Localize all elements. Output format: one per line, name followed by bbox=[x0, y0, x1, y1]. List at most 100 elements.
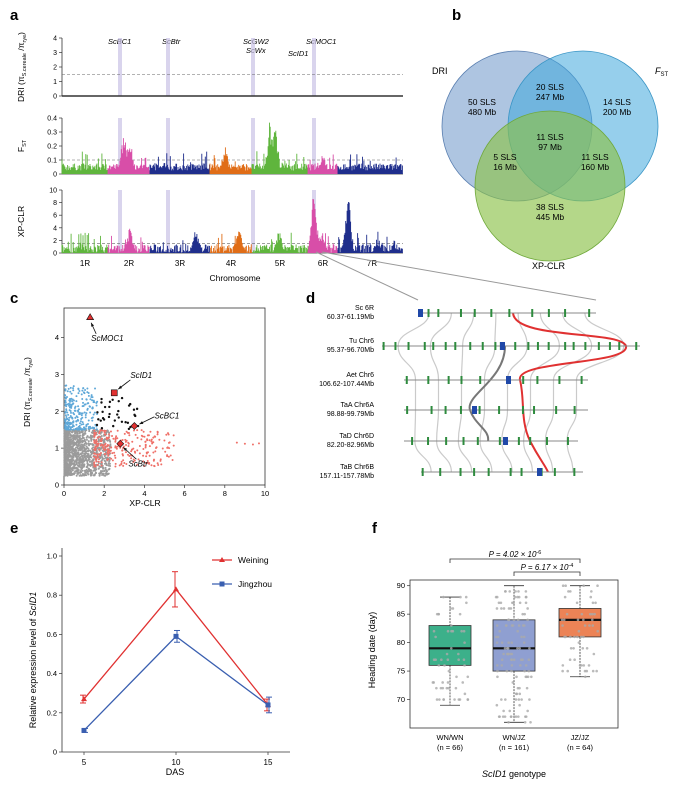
data-point-high-xpclr bbox=[103, 433, 106, 436]
signal-chr6r bbox=[307, 154, 338, 174]
synteny-link bbox=[479, 440, 493, 473]
data-point-high-xpclr bbox=[148, 439, 151, 442]
y-tick-label: 8 bbox=[53, 200, 57, 207]
jitter-point bbox=[591, 669, 595, 673]
a-track-ylabel: XP-CLR bbox=[16, 206, 26, 237]
data-point bbox=[90, 460, 93, 463]
data-point-high-dri bbox=[86, 391, 89, 394]
data-point-high-dri bbox=[66, 426, 69, 429]
data-point bbox=[71, 459, 74, 462]
data-point bbox=[67, 452, 70, 455]
data-point-high-xpclr bbox=[114, 465, 117, 468]
data-point-high-xpclr bbox=[172, 434, 175, 437]
data-point-high-xpclr bbox=[134, 433, 137, 436]
data-point-high-xpclr bbox=[144, 440, 147, 443]
data-point-both bbox=[120, 396, 124, 400]
panel-label-f: f bbox=[372, 520, 378, 537]
data-point-high-dri bbox=[67, 413, 70, 416]
gene-block bbox=[498, 437, 501, 445]
data-point-high-dri bbox=[69, 390, 72, 393]
synteny-link bbox=[429, 312, 452, 347]
jitter-point bbox=[435, 698, 439, 701]
data-point bbox=[81, 434, 84, 437]
jitter-point bbox=[522, 641, 526, 644]
gene-block bbox=[444, 406, 447, 414]
data-point-high-xpclr bbox=[120, 460, 123, 463]
data-point-high-xpclr bbox=[103, 443, 106, 446]
gene-block bbox=[487, 468, 490, 476]
venn-size-all: 97 Mb bbox=[538, 142, 562, 152]
data-point bbox=[67, 446, 70, 449]
data-point bbox=[100, 459, 103, 462]
p-value-label: P = 4.02 × 10-6 bbox=[489, 550, 542, 559]
jitter-point bbox=[494, 595, 498, 599]
data-point bbox=[70, 438, 73, 441]
gene-block bbox=[427, 376, 430, 384]
data-point-high-xpclr bbox=[168, 447, 171, 450]
panel-d-synteny: Sc 6R 60.37-61.19Mb Tu Chr6 95.37-96.70Mb Ae… bbox=[319, 305, 640, 480]
data-point bbox=[86, 435, 89, 438]
jitter-point bbox=[569, 647, 573, 650]
jitter-point bbox=[529, 721, 532, 724]
jitter-point bbox=[512, 601, 515, 605]
synteny-link bbox=[539, 312, 560, 347]
signal-chr6r bbox=[307, 199, 338, 253]
jitter-point bbox=[454, 686, 458, 690]
data-point bbox=[78, 460, 81, 463]
data-point-high-xpclr bbox=[171, 459, 174, 462]
jitter-point bbox=[585, 647, 589, 650]
data-point-high-xpclr bbox=[99, 451, 102, 454]
signal-chr5r bbox=[252, 69, 308, 83]
x-tick-label: 5 bbox=[82, 758, 87, 767]
jitter-point bbox=[447, 686, 450, 690]
jitter-point bbox=[582, 584, 585, 587]
synteny-link bbox=[575, 345, 625, 381]
data-point bbox=[95, 468, 98, 471]
gene-block-target bbox=[500, 342, 505, 350]
legend-marker bbox=[219, 557, 225, 562]
chrom-label-2r: 2R bbox=[124, 259, 134, 268]
data-point-high-xpclr bbox=[140, 429, 143, 432]
data-point bbox=[106, 429, 109, 432]
data-point-high-dri bbox=[72, 420, 75, 423]
data-point-high-xpclr bbox=[148, 462, 151, 465]
data-point-high-dri bbox=[64, 411, 67, 414]
data-point-high-xpclr bbox=[100, 437, 103, 440]
data-point-high-xpclr bbox=[150, 440, 153, 443]
data-point-high-xpclr bbox=[142, 454, 145, 457]
y-tick-label: 0.2 bbox=[47, 708, 57, 717]
p-bracket bbox=[513, 571, 581, 576]
jitter-point bbox=[502, 607, 506, 610]
data-point-both bbox=[117, 399, 120, 403]
data-point bbox=[102, 467, 105, 470]
data-point-high-xpclr bbox=[106, 458, 109, 461]
data-point bbox=[69, 471, 72, 474]
jitter-point bbox=[563, 595, 567, 599]
data-point-high-xpclr bbox=[172, 444, 175, 447]
y-tick-label: 3 bbox=[53, 50, 57, 57]
data-point-high-dri bbox=[84, 414, 87, 417]
signal-chr7r bbox=[337, 154, 403, 174]
data-point-high-dri bbox=[72, 389, 75, 392]
jitter-point bbox=[561, 669, 564, 673]
data-point bbox=[78, 447, 81, 450]
data-point-high-dri bbox=[65, 415, 68, 418]
box-2 bbox=[558, 608, 602, 638]
jitter-point bbox=[441, 681, 444, 684]
jitter-point bbox=[524, 590, 528, 593]
data-point-high-xpclr bbox=[96, 444, 99, 447]
data-point-high-xpclr bbox=[169, 454, 172, 457]
data-point-high-dri bbox=[74, 409, 77, 412]
data-point-high-dri bbox=[67, 428, 70, 431]
jitter-point bbox=[511, 624, 515, 627]
data-point-high-dri bbox=[65, 384, 68, 387]
venn-size-dri_xp: 16 Mb bbox=[493, 162, 517, 172]
data-point bbox=[84, 453, 87, 456]
jitter-point bbox=[515, 675, 518, 679]
gene-block bbox=[454, 342, 457, 350]
jitter-point bbox=[460, 629, 463, 633]
data-point bbox=[100, 446, 103, 449]
data-point bbox=[71, 469, 74, 472]
jitter-point bbox=[523, 721, 527, 724]
track-name: Sc 6R bbox=[355, 305, 374, 312]
